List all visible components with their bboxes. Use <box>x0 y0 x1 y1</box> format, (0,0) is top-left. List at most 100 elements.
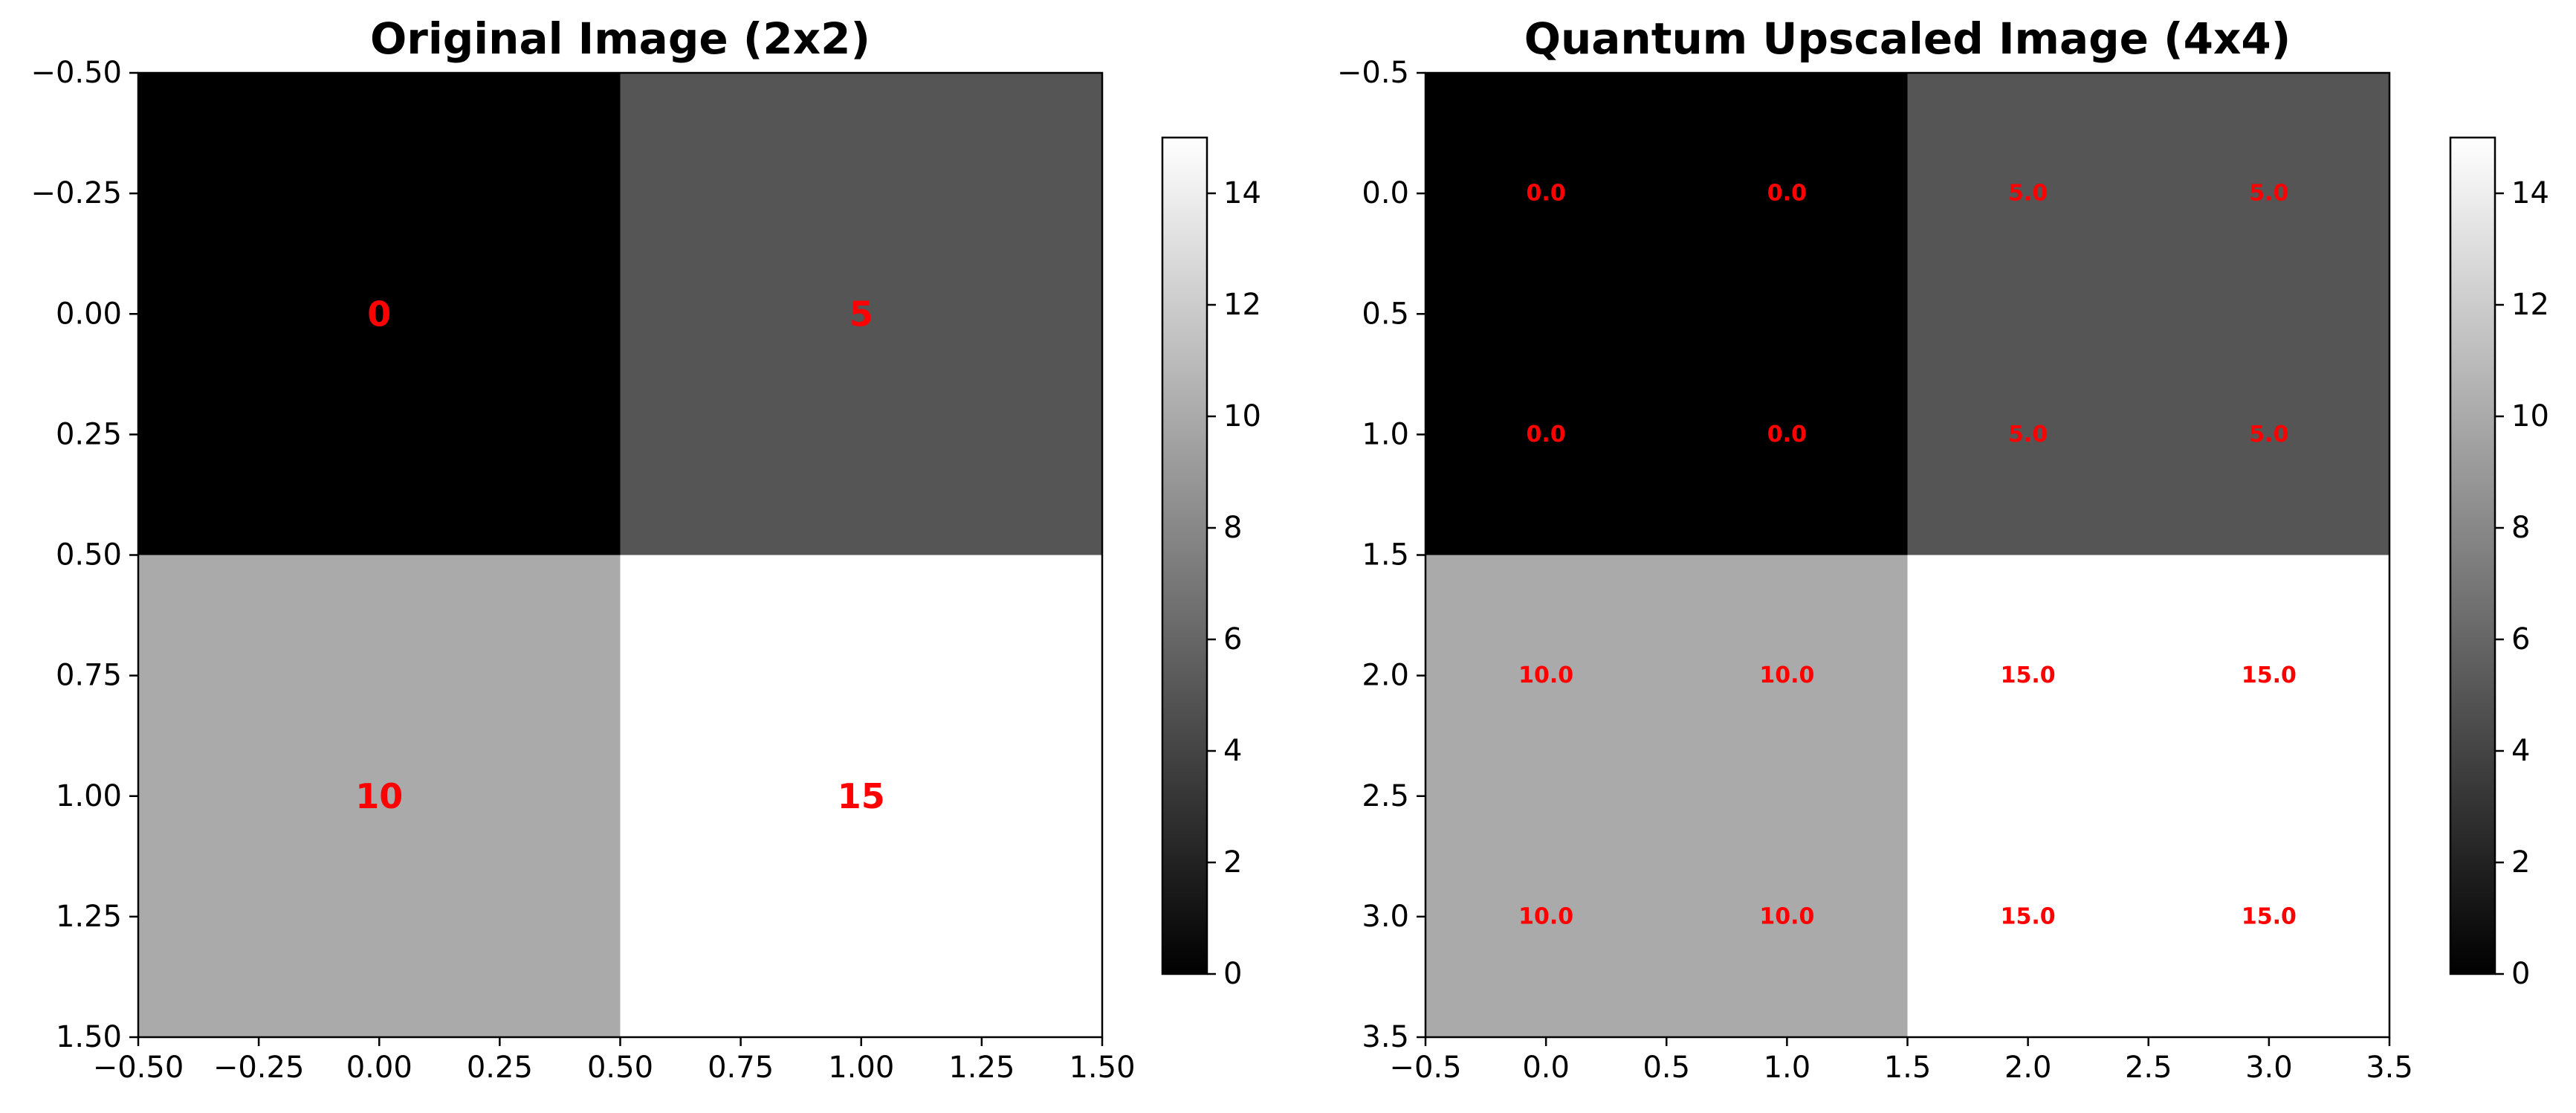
x-tick-label: −0.25 <box>213 1051 305 1085</box>
cell-value-label: 5.0 <box>2249 181 2288 207</box>
x-tick-label: 0.0 <box>1522 1051 1570 1085</box>
original-image-panel: Original Image (2x2) 0 5 10 15 −0.50 −0.25 0.00… <box>30 13 1261 1085</box>
cell-value-label: 10.0 <box>1759 903 1814 929</box>
colorbar-tick-label: 12 <box>1223 288 1261 322</box>
y-tick-label: 1.25 <box>56 900 122 934</box>
chart-title: Quantum Upscaled Image (4x4) <box>1524 13 2291 64</box>
colorbar-tick-label: 2 <box>2511 845 2530 880</box>
cell-value-label: 5 <box>850 294 873 334</box>
chart-title: Original Image (2x2) <box>370 13 870 64</box>
heatmap-cell-r0-c0 <box>138 73 621 555</box>
x-tick-label: 0.75 <box>708 1051 774 1085</box>
colorbar-tick-label: 4 <box>1223 734 1242 768</box>
x-tick-label: 3.5 <box>2366 1051 2413 1085</box>
x-tick-label: 3.0 <box>2245 1051 2293 1085</box>
y-tick-label: 0.00 <box>56 297 122 331</box>
heatmap-cell-r1-c2 <box>1907 314 2149 555</box>
colorbar-tick-label: 6 <box>2511 622 2530 656</box>
colorbar-tick-label: 12 <box>2511 288 2549 322</box>
y-tick-label: 0.0 <box>1362 176 1409 210</box>
cell-value-label: 15 <box>838 776 885 816</box>
heatmap-cell-r0-c0 <box>1425 73 1667 314</box>
heatmap-cell-r1-c3 <box>2148 314 2389 555</box>
y-tick-label: 0.75 <box>56 659 122 693</box>
heatmap-cell-r2-c0 <box>1425 555 1667 796</box>
heatmap-cell-r2-c2 <box>1907 555 2149 796</box>
heatmap-cell-r2-c1 <box>1666 555 1908 796</box>
x-tick-label: 1.5 <box>1884 1051 1932 1085</box>
colorbar-tick-label: 8 <box>2511 511 2530 545</box>
x-tick-label: 1.50 <box>1069 1051 1135 1085</box>
y-tick-label: 1.50 <box>56 1020 122 1054</box>
x-tick-label: 2.0 <box>2004 1051 2052 1085</box>
x-tick-label: −0.5 <box>1389 1051 1461 1085</box>
colorbar-tick-label: 14 <box>2511 176 2549 210</box>
cell-value-label: 15.0 <box>2001 662 2056 688</box>
cell-value-label: 5.0 <box>2008 422 2048 448</box>
colorbar-tick-label: 0 <box>1223 957 1242 991</box>
cell-value-label: 0.0 <box>1767 422 1807 448</box>
x-tick-label: 0.50 <box>587 1051 653 1085</box>
cell-value-label: 5.0 <box>2008 181 2048 207</box>
colorbar-tick-label: 10 <box>2511 399 2549 433</box>
y-tick-label: 0.25 <box>56 417 122 451</box>
cell-value-label: 15.0 <box>2242 903 2297 929</box>
x-tick-label: 0.00 <box>346 1051 412 1085</box>
heatmap-cell-r1-c1 <box>620 555 1102 1037</box>
cell-value-label: 10.0 <box>1518 662 1573 688</box>
heatmap-cell-r1-c0 <box>1425 314 1667 555</box>
cell-value-label: 10 <box>355 776 403 816</box>
cell-value-label: 0.0 <box>1767 181 1807 207</box>
x-tick-label: 1.25 <box>948 1051 1014 1085</box>
colorbar-tick-label: 10 <box>1223 399 1261 433</box>
y-tick-label: 3.0 <box>1362 900 1409 934</box>
cell-value-label: 0.0 <box>1527 181 1566 207</box>
heatmap-cell-r0-c2 <box>1907 73 2149 314</box>
cell-value-label: 10.0 <box>1759 662 1814 688</box>
y-tick-label: 0.5 <box>1362 297 1409 331</box>
cell-value-label: 0.0 <box>1527 422 1566 448</box>
y-tick-label: 3.5 <box>1362 1020 1409 1054</box>
colorbar-tick-label: 6 <box>1223 622 1242 656</box>
colorbar-tick-label: 14 <box>1223 176 1261 210</box>
colorbar-tick-label: 2 <box>1223 845 1242 880</box>
heatmap-cell-r1-c0 <box>138 555 621 1037</box>
colorbar-frame <box>2449 136 2496 975</box>
heatmap-cell-r3-c3 <box>2148 796 2389 1037</box>
cell-value-label: 15.0 <box>2242 662 2297 688</box>
x-tick-label: 0.5 <box>1643 1051 1690 1085</box>
heatmap-cell-r0-c1 <box>620 73 1102 555</box>
colorbar-frame <box>1161 136 1208 975</box>
heatmap-cell-r3-c0 <box>1425 796 1667 1037</box>
colorbar-gradient <box>2450 138 2495 974</box>
x-tick-label: 2.5 <box>2125 1051 2172 1085</box>
heatmap-cell-r1-c1 <box>1666 314 1908 555</box>
colorbar-tick-label: 0 <box>2511 957 2530 991</box>
y-tick-label: −0.25 <box>30 176 122 210</box>
heatmap-cell-r2-c3 <box>2148 555 2389 796</box>
y-tick-label: 1.0 <box>1362 417 1409 451</box>
y-tick-label: 1.00 <box>56 779 122 813</box>
colorbar-tick-label: 4 <box>2511 734 2530 768</box>
cell-value-label: 10.0 <box>1518 903 1573 929</box>
x-tick-label: −0.50 <box>93 1051 184 1085</box>
upscaled-image-panel: Quantum Upscaled Image (4x4) 0.0 0.0 5.0 5.0… <box>1337 13 2549 1085</box>
cell-value-label: 15.0 <box>2001 903 2056 929</box>
y-tick-label: 2.5 <box>1362 779 1409 813</box>
colorbar-gradient <box>1162 138 1207 974</box>
x-tick-label: 0.25 <box>467 1051 533 1085</box>
y-tick-label: 2.0 <box>1362 659 1409 693</box>
y-tick-label: 0.50 <box>56 538 122 572</box>
x-tick-label: 1.00 <box>828 1051 894 1085</box>
heatmap-cell-r3-c2 <box>1907 796 2149 1037</box>
y-tick-label: −0.5 <box>1337 56 1409 90</box>
x-tick-label: 1.0 <box>1764 1051 1811 1085</box>
cell-value-label: 0 <box>367 294 391 334</box>
cell-value-label: 5.0 <box>2249 422 2288 448</box>
heatmap-cell-r3-c1 <box>1666 796 1908 1037</box>
y-tick-label: 1.5 <box>1362 538 1409 572</box>
heatmap-cell-r0-c3 <box>2148 73 2389 314</box>
colorbar-tick-label: 8 <box>1223 511 1242 545</box>
heatmap-cell-r0-c1 <box>1666 73 1908 314</box>
